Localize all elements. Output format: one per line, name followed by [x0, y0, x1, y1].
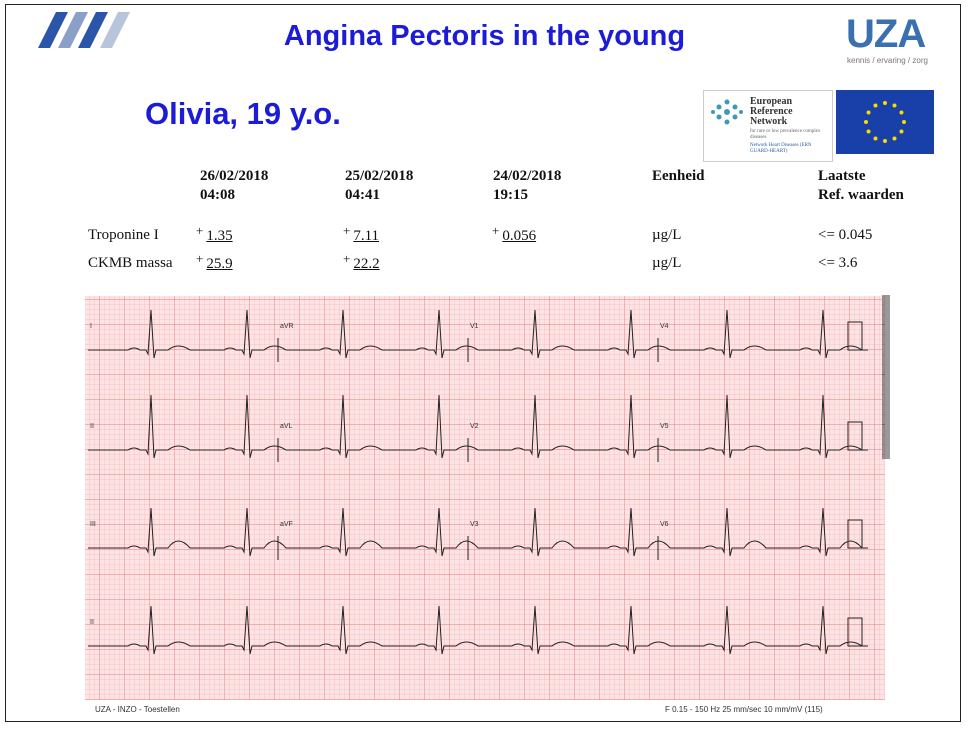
- lead-label: V6: [660, 521, 669, 528]
- lead-label: II: [90, 619, 94, 626]
- lead-label: V1: [470, 323, 479, 330]
- ecg: IaVR V1 V4 II aVL V2 V5 III aVF V3 V6 II: [0, 0, 969, 731]
- lead-label: II: [90, 423, 94, 430]
- lead-label: V3: [470, 521, 479, 528]
- lead-label: aVL: [280, 423, 293, 430]
- lead-label: aVR: [280, 323, 294, 330]
- lead-label: I: [90, 323, 92, 330]
- lead-label: III: [90, 521, 96, 528]
- ecg-footer-right: F 0.15 - 150 Hz 25 mm/sec 10 mm/mV (115): [665, 705, 823, 714]
- lead-label: V2: [470, 423, 479, 430]
- page: {"header": {"title": "Angina Pectoris in…: [0, 0, 969, 731]
- lead-label: V4: [660, 323, 669, 330]
- lead-label: V5: [660, 423, 669, 430]
- ecg-footer-left: UZA - INZO - Toestellen: [95, 705, 180, 714]
- ecg-grid: [85, 296, 885, 700]
- lead-label: aVF: [280, 521, 293, 528]
